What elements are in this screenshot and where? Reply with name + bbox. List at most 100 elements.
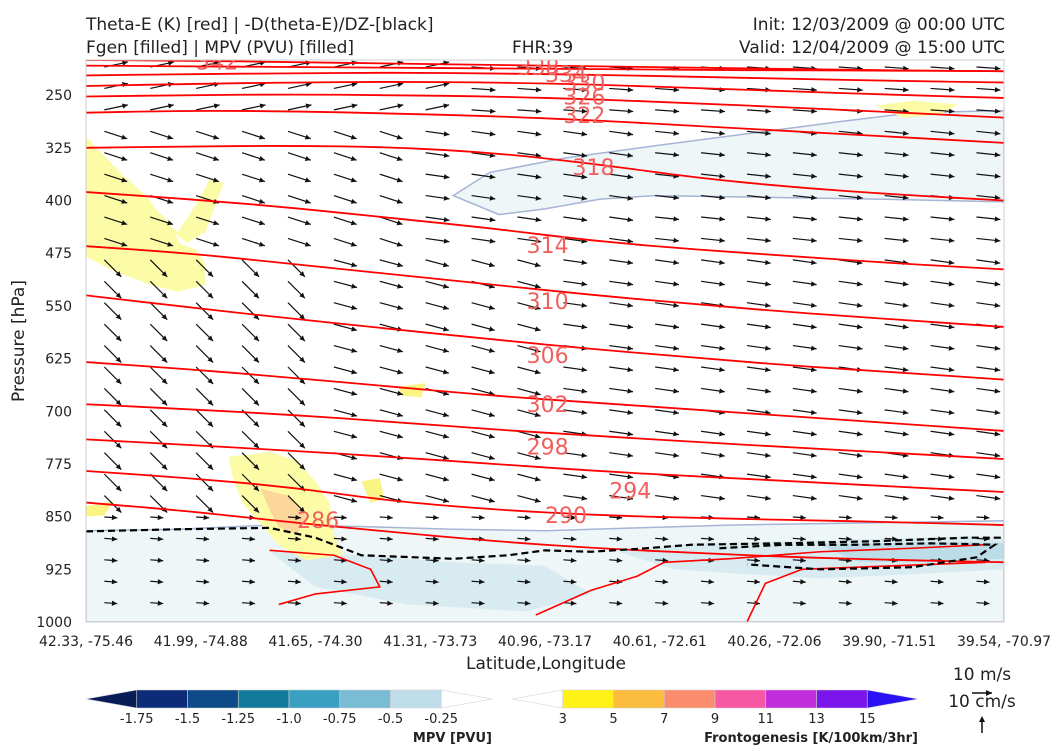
wind-arrow	[242, 557, 256, 563]
contour-label: 338	[517, 56, 559, 81]
y-tick-label: 325	[45, 141, 72, 157]
wind-arrow	[195, 280, 214, 299]
wind-arrow	[241, 345, 260, 363]
wind-arrow	[379, 259, 404, 268]
theta-e-contour-310	[86, 245, 1004, 328]
wind-arrow	[976, 237, 1001, 243]
mpv-colorbar-swatch	[237, 689, 290, 709]
fgen-colorbar-swatch	[816, 689, 868, 709]
stability-contour	[719, 542, 999, 571]
wind-arrow	[425, 130, 450, 137]
fgen-colorbar-swatch	[663, 689, 716, 709]
wind-arrow	[884, 237, 909, 243]
wind-arrow	[195, 173, 220, 183]
wind-arrow	[746, 130, 771, 136]
theta-e-contour-294	[86, 438, 1004, 493]
init-time: Init: 12/03/2009 @ 00:00 UTC	[752, 15, 1005, 35]
wind-arrow	[838, 280, 863, 287]
wind-arrow	[104, 600, 118, 606]
wind-arrow	[655, 130, 680, 136]
wind-arrow	[609, 430, 634, 437]
wind-arrow	[471, 87, 496, 93]
wind-arrow	[563, 473, 588, 480]
wind-arrow	[609, 87, 634, 93]
wind-arrow	[976, 494, 1001, 501]
wind-arrow	[884, 409, 909, 416]
wind-arrow	[517, 237, 542, 244]
wind-arrow	[930, 302, 955, 308]
wind-arrow	[425, 430, 449, 439]
wind-arrow	[103, 409, 122, 428]
wind-arrow	[884, 344, 909, 351]
wind-arrow	[930, 87, 955, 93]
wind-arrow	[425, 194, 450, 201]
wind-arrow	[196, 514, 210, 521]
contour-label: 322	[563, 104, 605, 129]
wind-arrow	[884, 536, 898, 542]
wind-arrow	[149, 452, 168, 471]
wind-arrow	[609, 259, 634, 266]
wind-arrow	[838, 194, 863, 201]
wind-arrow	[838, 216, 863, 222]
wind-arrow	[103, 387, 122, 406]
wind-arrow	[333, 152, 357, 161]
fgen-colorbar-tick-label: 5	[609, 712, 617, 727]
wind-arrow	[242, 579, 256, 585]
wind-arrow	[609, 280, 634, 287]
wind-arrow	[746, 452, 771, 458]
wind-arrow	[104, 237, 128, 247]
wind-arrow	[930, 579, 944, 585]
reference-horizontal-label: 10 m/s	[953, 665, 1011, 685]
wind-arrow	[241, 103, 266, 111]
wind-arrow	[379, 82, 404, 90]
wind-arrow	[471, 452, 495, 461]
wind-arrow	[838, 387, 863, 394]
wind-arrow	[609, 387, 634, 394]
wind-arrow	[701, 579, 715, 585]
wind-arrow	[563, 622, 576, 627]
wind-arrow	[655, 216, 680, 222]
wind-arrow	[333, 536, 347, 542]
wind-arrow	[149, 387, 168, 406]
wind-arrow	[746, 152, 771, 158]
wind-arrow	[103, 452, 122, 471]
contour-label: 286	[297, 509, 339, 534]
wind-arrow	[747, 622, 760, 627]
wind-arrow	[333, 579, 347, 585]
wind-arrow	[287, 103, 312, 111]
wind-arrow	[792, 259, 817, 266]
wind-arrow	[563, 536, 577, 542]
wind-arrow	[838, 452, 863, 458]
wind-arrow	[471, 514, 485, 521]
wind-arrow	[700, 194, 725, 201]
wind-arrow	[471, 473, 495, 482]
wind-arrow	[701, 622, 714, 627]
wind-arrow	[425, 280, 449, 289]
wind-arrow	[700, 237, 725, 243]
fgen-region-small	[361, 478, 385, 503]
wind-arrow	[333, 216, 357, 226]
wind-arrow	[517, 194, 542, 201]
wind-arrow	[287, 345, 306, 363]
wind-arrow	[609, 600, 623, 606]
wind-arrow	[195, 302, 214, 321]
wind-arrow	[930, 259, 955, 266]
wind-arrow	[149, 259, 168, 278]
x-axis-label: Latitude,Longitude	[466, 654, 626, 674]
x-tick-label: 40.96, -73.17	[498, 634, 592, 650]
wind-arrow	[976, 344, 1001, 351]
wind-arrow	[609, 152, 634, 158]
wind-arrow	[426, 622, 439, 627]
x-tick-label: 40.26, -72.06	[727, 634, 821, 650]
wind-arrow	[471, 600, 485, 606]
x-tick-label: 41.99, -74.88	[154, 634, 248, 650]
contour-label: 314	[527, 234, 569, 259]
forecast-hour: FHR:39	[512, 38, 574, 58]
wind-arrow	[149, 473, 168, 492]
wind-arrow	[792, 173, 817, 179]
wind-arrow	[792, 108, 817, 114]
wind-arrow	[746, 579, 760, 585]
wind-arrow	[930, 514, 944, 521]
wind-arrow	[792, 216, 817, 222]
